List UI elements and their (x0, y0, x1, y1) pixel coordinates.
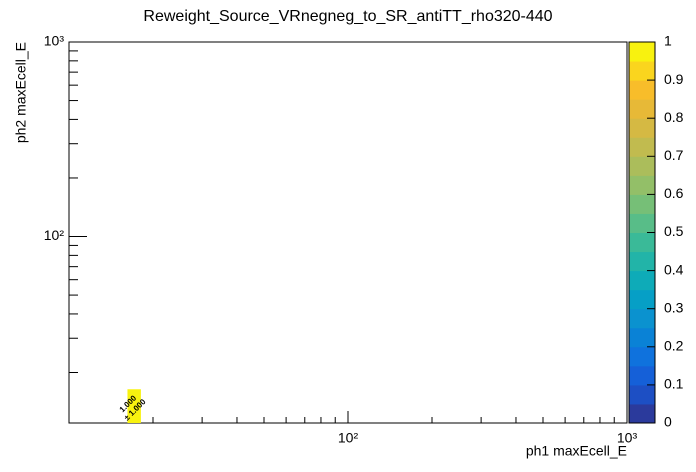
y-axis-label: ph2 maxEcell_E (13, 42, 29, 143)
colorbar-swatch (629, 365, 655, 386)
colorbar-tick-label: 0 (664, 414, 672, 430)
colorbar-swatch (629, 346, 655, 367)
colorbar-tick-label: 0.1 (664, 376, 684, 392)
colorbar-swatch (629, 270, 655, 291)
colorbar-tick-label: 0.8 (664, 109, 684, 125)
colorbar-swatch (629, 61, 655, 81)
colorbar-tick-label: 0.9 (664, 71, 684, 87)
colorbar-swatch (629, 175, 655, 195)
colorbar-swatch (629, 118, 655, 138)
colorbar-swatch (629, 308, 655, 329)
colorbar-swatch (629, 213, 655, 233)
colorbar-swatch (629, 99, 655, 119)
colorbar-swatch (629, 80, 655, 100)
colorbar-tick-label: 0.7 (664, 147, 684, 163)
plot-frame (68, 41, 628, 424)
colorbar-tick-label: 0.6 (664, 185, 684, 201)
x-axis-label: ph1 maxEcell_E (526, 443, 627, 459)
colorbar-swatch (629, 403, 655, 424)
colorbar-swatch (629, 232, 655, 253)
colorbar-tick-label: 0.4 (664, 261, 684, 277)
colorbar-swatch (629, 327, 655, 348)
x-tick-label: 10² (338, 430, 359, 446)
y-tick-label: 10³ (44, 33, 65, 49)
colorbar-tick-label: 1 (664, 33, 672, 49)
colorbar-swatch (629, 251, 655, 272)
colorbar-swatch (629, 289, 655, 310)
colorbar-tick-label: 0.2 (664, 338, 684, 354)
colorbar-swatch (629, 156, 655, 176)
heatmap-cell (127, 389, 141, 423)
colorbar-swatch (629, 194, 655, 214)
x-tick-label: 10³ (617, 430, 638, 446)
colorbar-swatch (629, 137, 655, 157)
y-tick-label: 10² (44, 227, 65, 243)
colorbar-tick-label: 0.3 (664, 299, 684, 315)
chart-title: Reweight_Source_VRnegneg_to_SR_antiTT_rh… (143, 8, 552, 25)
colorbar-tick-label: 0.5 (664, 223, 684, 239)
colorbar-swatch (629, 42, 655, 62)
colorbar-swatch (629, 384, 655, 405)
